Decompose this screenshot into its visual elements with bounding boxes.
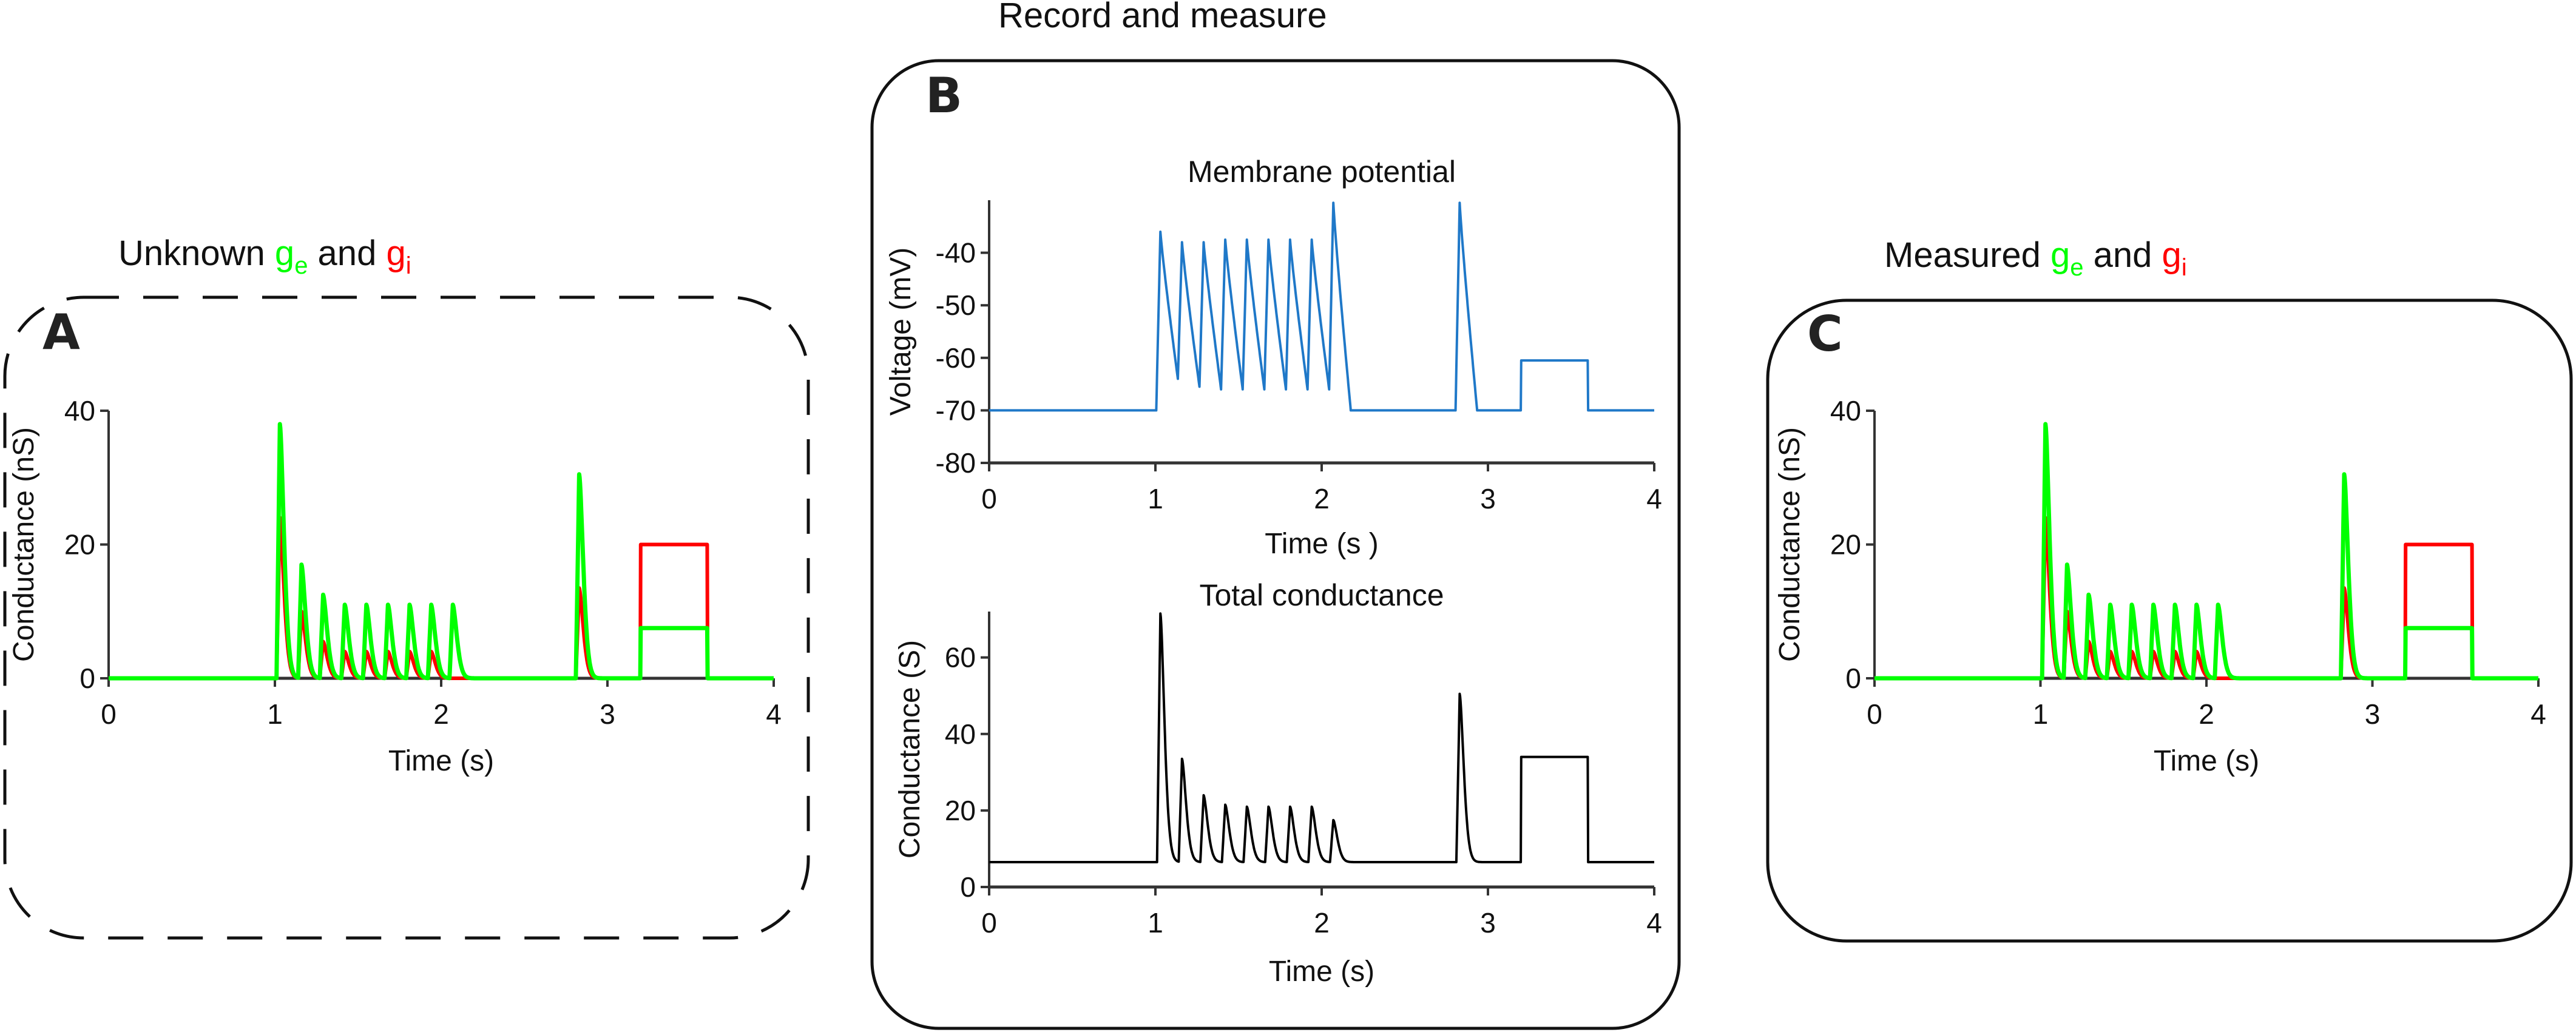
y-tick-label: -60 [936,342,976,374]
x-axis-label: Time (s) [388,745,494,777]
y-tick-label: 20 [1830,529,1861,561]
title-c-gi: g [2162,235,2182,275]
x-tick-label: 2 [2199,698,2214,730]
x-tick-label: 3 [1480,907,1496,939]
x-tick-label: 2 [1314,483,1330,514]
title-b: Record and measure [998,0,1327,35]
panel-c-frame [1766,298,2573,943]
title-c: Measured ge and gi [1884,235,2187,281]
panel-label-a: A [42,304,80,360]
y-tick-label: 20 [64,529,95,561]
x-axis-label: Time (s) [2154,745,2259,777]
title-a: Unknown ge and gi [118,234,411,279]
y-tick-label: 60 [945,642,976,673]
y-tick-label: 0 [79,663,95,694]
y-tick-label: 0 [1845,663,1861,694]
y-tick-label: -50 [936,289,976,321]
chart-title: Total conductance [1199,578,1444,612]
y-tick-label: -70 [936,394,976,426]
title-c-ge: g [2050,235,2070,275]
panel-a-frame [3,295,810,940]
title-a-mid: and [308,234,386,273]
x-tick-label: 1 [1148,483,1163,514]
x-tick-label: 4 [766,698,782,730]
x-tick-label: 4 [2530,698,2546,730]
x-tick-label: 4 [1646,483,1662,514]
y-tick-label: 40 [945,718,976,750]
series-line-g-e [107,422,776,681]
title-a-ge: g [275,234,294,273]
title-c-ge-sub: e [2070,254,2083,281]
title-a-gi: g [386,234,405,273]
title-c-prefix: Measured [1884,235,2050,275]
panel-b-frame [870,59,1681,1030]
y-axis-label: Conductance (S) [894,640,926,858]
x-tick-label: 0 [101,698,117,730]
title-a-prefix: Unknown [118,234,275,273]
chart-membrane-potential: Membrane potential 0 1 2 3 4 -80 -70 -60 -50 -40 Ti… [885,155,1662,560]
y-axis-label: Conductance (nS) [1774,427,1806,662]
x-tick-label: 1 [267,698,283,730]
panel-label-b: B [925,67,962,124]
title-a-gi-sub: i [406,252,411,279]
y-axis-label: Voltage (mV) [885,248,917,416]
series-line-g-i [1873,516,2540,680]
series-line-g-e [1873,422,2540,681]
x-tick-label: 0 [981,483,997,514]
chart-title: Membrane potential [1188,155,1456,189]
y-axis-label: Conductance (nS) [8,427,40,662]
x-tick-label: 0 [981,907,997,939]
y-tick-label: -80 [936,447,976,479]
series-line-g-i [107,516,776,680]
series-line-g-total [988,612,1655,863]
panel-label-c: C [1807,306,1843,362]
y-tick-label: 40 [1830,395,1861,427]
x-tick-label: 2 [1314,907,1330,939]
series-line-vm [988,201,1655,412]
y-tick-label: 20 [945,795,976,826]
x-tick-label: 2 [433,698,449,730]
x-axis-label: Time (s) [1269,956,1374,988]
x-tick-label: 3 [1480,483,1496,514]
y-tick-label: 40 [64,395,95,427]
x-tick-label: 3 [600,698,615,730]
x-tick-label: 0 [1867,698,1882,730]
x-tick-label: 1 [1148,907,1163,939]
x-tick-label: 1 [2033,698,2049,730]
title-a-ge-sub: e [294,252,308,279]
x-tick-label: 3 [2365,698,2381,730]
title-c-mid: and [2084,235,2162,275]
x-tick-label: 4 [1646,907,1662,939]
title-c-gi-sub: i [2182,254,2187,281]
y-tick-label: -40 [936,237,976,269]
x-axis-label: Time (s ) [1265,528,1379,560]
y-tick-label: 0 [960,871,976,903]
